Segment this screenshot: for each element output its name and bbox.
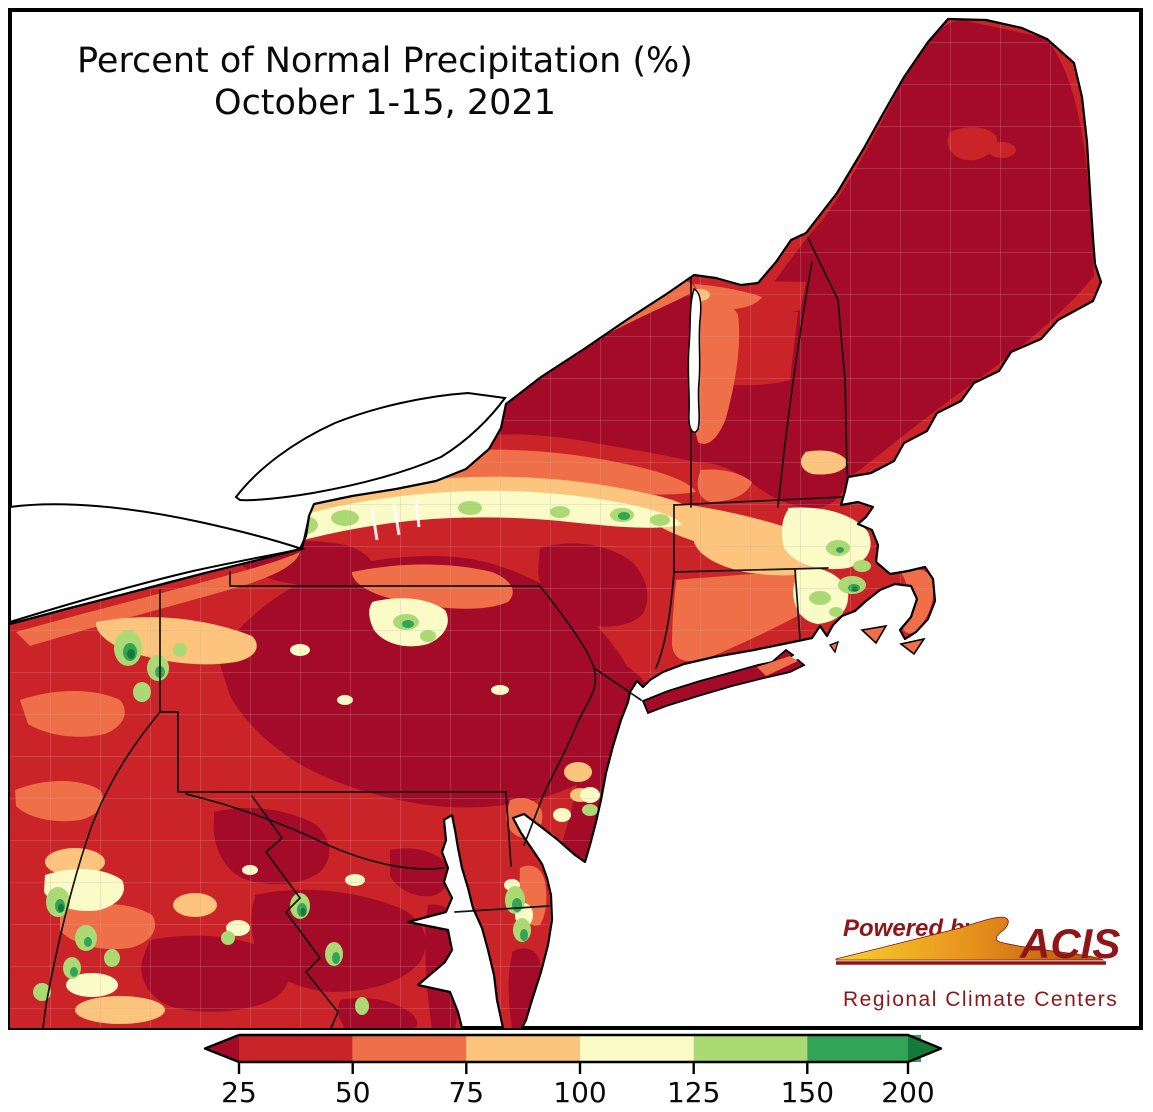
lake-erie: [9, 503, 306, 624]
colorbar-left-arrow: [205, 1035, 239, 1062]
colorbar-seg-125-150: [693, 1035, 808, 1062]
colorbar-right-arrow: [908, 1035, 941, 1062]
map-title-line2: October 1-15, 2021: [214, 83, 556, 123]
colorbar-tick-label-100: 100: [553, 1076, 606, 1109]
colorbar-tick-label-150: 150: [781, 1076, 834, 1109]
colorbar: 25 50 75 100 125 150 200: [203, 1033, 943, 1109]
block-island: [828, 640, 839, 654]
colorbar-seg-50-75: [352, 1035, 467, 1062]
colorbar-tick-label-75: 75: [448, 1076, 484, 1109]
map-title-line1: Percent of Normal Precipitation (%): [77, 41, 693, 81]
acis-swoosh-icon: [835, 916, 1105, 961]
colorbar-tick-label-50: 50: [335, 1076, 371, 1109]
finger-lakes: [370, 499, 421, 541]
colorbar-tick-label-125: 125: [667, 1076, 720, 1109]
nantucket: [899, 637, 926, 656]
colorbar-seg-75-100: [466, 1035, 580, 1062]
acis-subtitle: Regional Climate Centers: [843, 988, 1118, 1011]
acis-logo: Powered by ACIS Regional Climate Centers: [835, 915, 1120, 1011]
colorbar-seg-150-200: [807, 1035, 921, 1062]
colorbar-tick-label-200: 200: [881, 1076, 934, 1109]
lake-ontario: [234, 391, 507, 502]
colorbar-seg-100-125: [580, 1035, 694, 1062]
colorbar-ticks: [237, 1062, 910, 1074]
long-island-fork-patch: [757, 656, 798, 676]
marthas-vineyard: [860, 624, 888, 645]
coastline: [9, 17, 1103, 1029]
acis-name: ACIS: [1019, 920, 1120, 967]
colorbar-seg-25-50: [239, 1035, 353, 1062]
state-borders: [42, 237, 848, 1029]
colorbar-outline: [203, 1033, 943, 1064]
colorbar-tick-label-25: 25: [221, 1076, 257, 1109]
lake-champlain: [687, 287, 702, 434]
